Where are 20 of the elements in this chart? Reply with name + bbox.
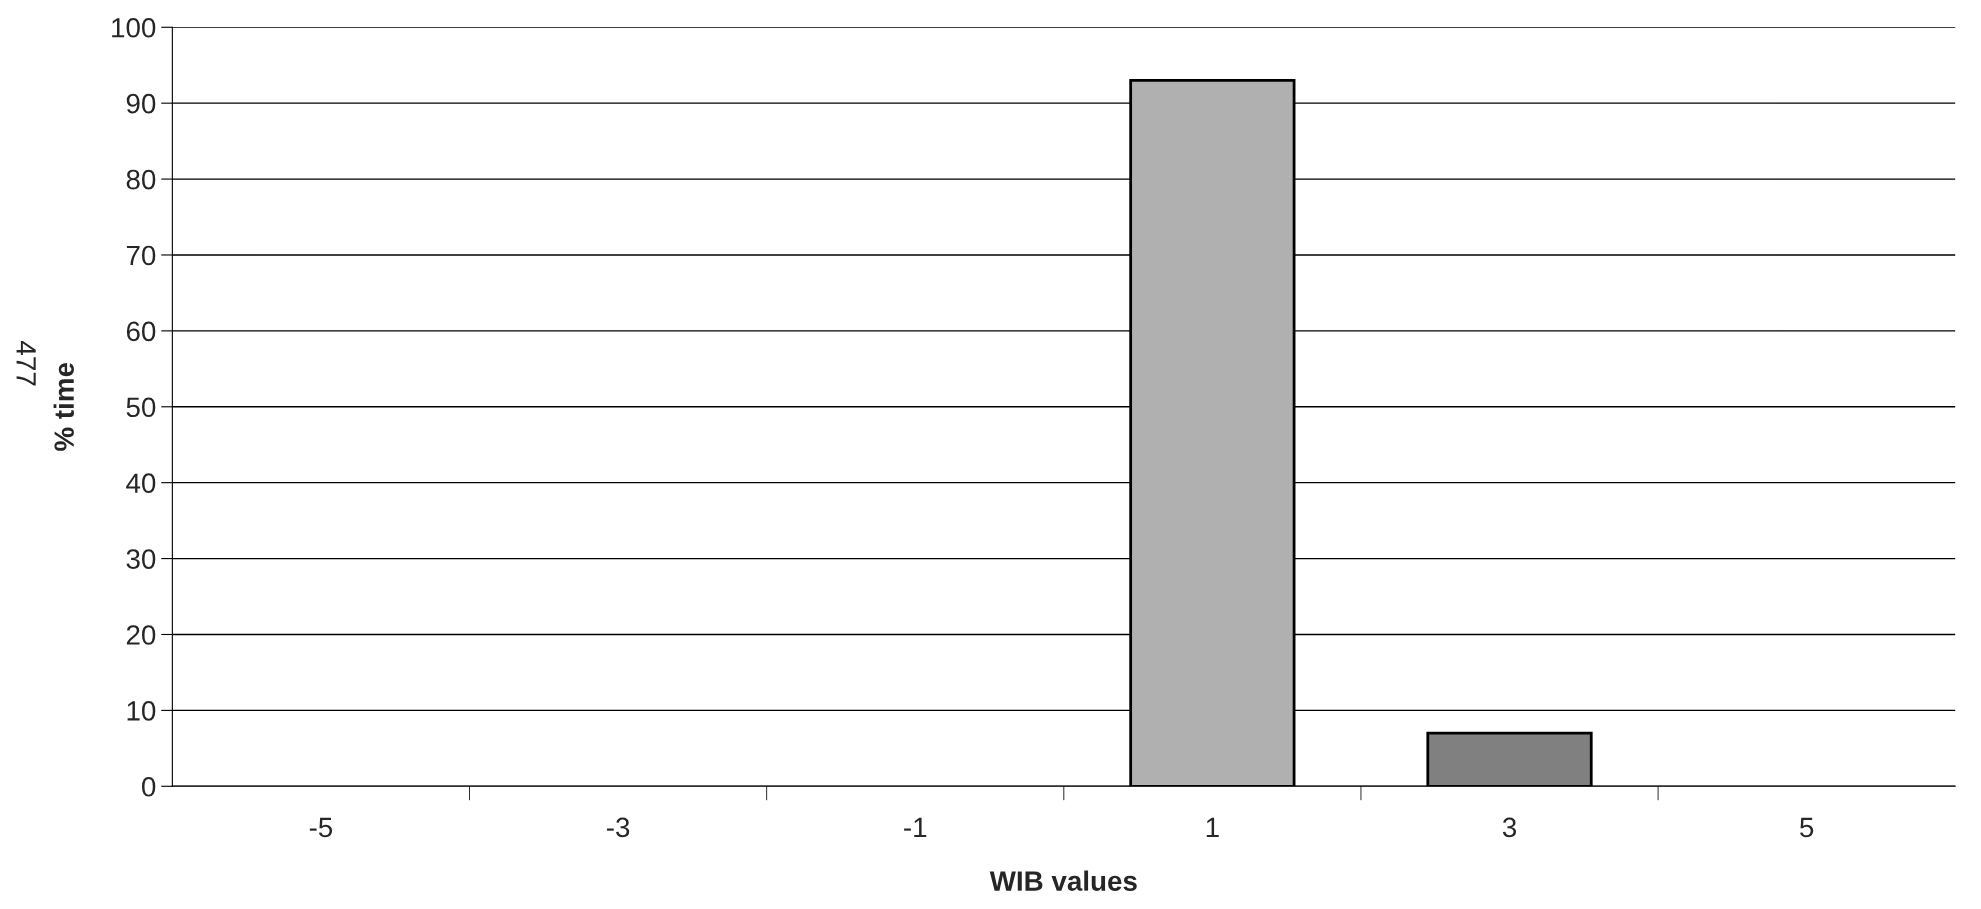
y-tick-label: 60 [126, 321, 156, 342]
y-tick-label: 100 [112, 17, 156, 38]
x-tick-label: 1 [1206, 817, 1219, 837]
y-axis-title: % time [53, 362, 74, 451]
x-axis-title: WIB values [989, 870, 1137, 891]
x-tick-label: 5 [1800, 817, 1814, 838]
y-tick-label: 90 [126, 93, 156, 114]
y-tick-label: 10 [127, 701, 156, 721]
x-tick-label: -5 [309, 817, 333, 838]
x-tick-label: -1 [904, 817, 927, 837]
y-tick-label: 30 [126, 549, 156, 569]
x-tick-label: 3 [1502, 817, 1517, 838]
y-tick-label: 50 [126, 397, 156, 418]
y-tick-label: 0 [142, 776, 156, 797]
text: 477 [16, 341, 36, 386]
y-tick-label: 80 [126, 169, 156, 190]
x-tick-label: -3 [606, 817, 630, 838]
y-tick-label: 20 [126, 625, 156, 645]
y-tick-label: 70 [126, 245, 156, 266]
y-tick-label: 40 [126, 473, 156, 494]
